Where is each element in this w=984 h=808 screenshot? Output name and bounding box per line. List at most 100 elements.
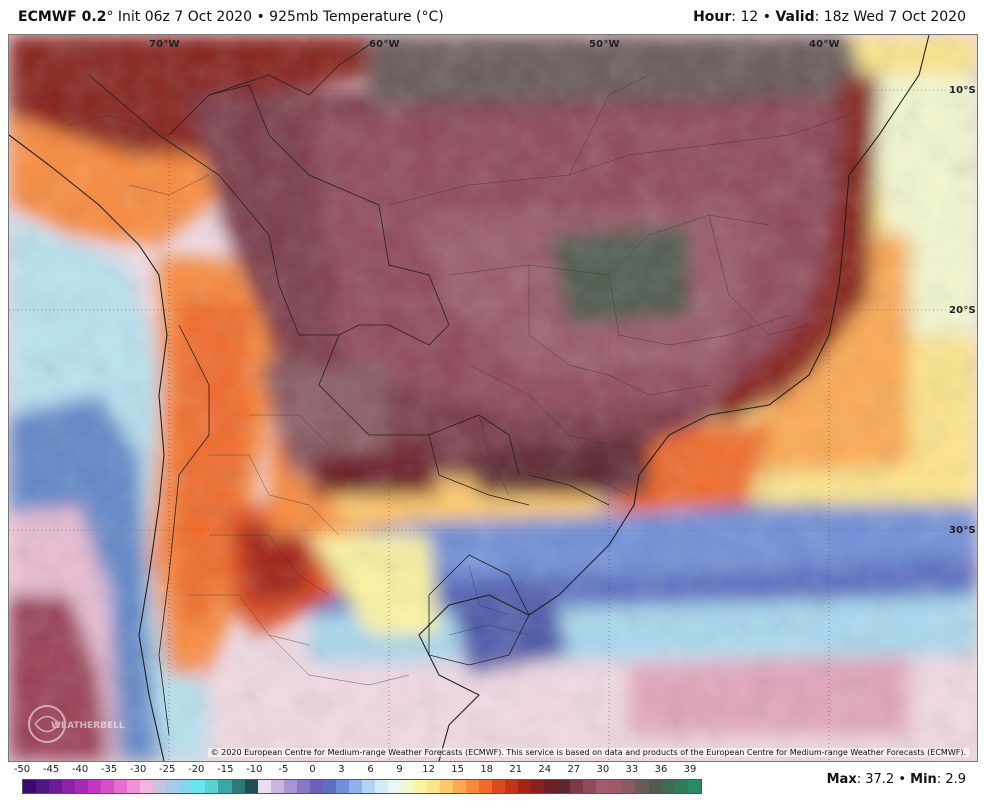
colorbar-tick-label: -10 [246,764,263,775]
colorbar-swatch [374,780,388,793]
lon-label-50w: 50°W [589,39,620,50]
max-min-stats: Max: 37.2 • Min: 2.9 [827,772,966,787]
stats-separator: • [898,772,907,787]
colorbar-swatch [387,780,401,793]
colorbar-swatch [466,780,480,793]
lon-label-70w: 70°W [149,39,180,50]
lon-label-60w: 60°W [369,39,400,50]
colorbar-swatch [609,780,623,793]
temperature-colorbar [22,779,702,794]
colorbar-swatch [114,780,128,793]
colorbar-swatch [518,780,532,793]
colorbar-tick-label: 6 [367,764,374,775]
colorbar-tick-label: 9 [396,764,403,775]
colorbar-swatch [557,780,571,793]
colorbar-tick-label: -25 [159,764,176,775]
colorbar-swatch [335,780,349,793]
colorbar-swatch [23,780,37,793]
colorbar-tick-label: -30 [130,764,147,775]
country-borders [88,44,610,736]
colorbar-swatch [166,780,180,793]
colorbar-tick-label: 0 [309,764,316,775]
valid-label: Valid [775,9,815,25]
colorbar-tick-label: -40 [71,764,89,775]
colorbar-tick-label: -20 [188,764,205,775]
colorbar-swatch [570,780,584,793]
header-title: ECMWF 0.2° Init 06z 7 Oct 2020 • 925mb T… [18,0,444,34]
colorbar-swatch [36,780,50,793]
colorbar-swatch [661,780,675,793]
colorbar-tick-label: 39 [683,764,697,775]
colorbar-swatch [635,780,649,793]
max-label: Max [826,772,857,787]
degree-symbol: ° [106,9,114,25]
product-name: 925mb Temperature (°C) [269,9,444,25]
watermark-text: WEATHERBELL [51,721,125,731]
colorbar-tick-label: -50 [13,764,31,775]
temperature-map: 70°W 60°W 50°W 40°W 10°S 20°S 30°S WEATH… [8,34,978,762]
colorbar-tick-label: 21 [509,764,523,775]
colorbar-tick-label: 30 [596,764,610,775]
colorbar-swatch [75,780,89,793]
colorbar-swatch [531,780,545,793]
init-time: Init 06z 7 Oct 2020 [117,9,252,25]
colorbar-swatch [309,780,323,793]
map-header: ECMWF 0.2° Init 06z 7 Oct 2020 • 925mb T… [0,0,984,34]
colorbar-swatch [400,780,414,793]
field-texture [9,35,977,761]
colorbar-tick-label: -45 [42,764,60,775]
header-separator-2: • [762,9,771,25]
header-valid-time: Hour: 12 • Valid: 18z Wed 7 Oct 2020 [693,0,966,34]
colorbar-swatch [127,780,141,793]
colorbar-swatch [179,780,193,793]
colorbar-swatch [413,780,427,793]
colorbar-swatch [440,780,454,793]
header-separator: • [256,9,265,25]
copyright-notice: © 2020 European Centre for Medium-range … [207,748,969,757]
colorbar-tick-label: 24 [538,764,552,775]
colorbar-tick-label: 18 [480,764,494,775]
colorbar-tick-label: 36 [654,764,668,775]
lat-label-10s: 10°S [949,85,976,96]
colorbar-swatch [296,780,310,793]
colorbar-swatch [218,780,232,793]
colorbar-tick-label: -5 [278,764,289,775]
map-canvas [9,35,977,761]
colorbar-swatch [687,780,701,793]
colorbar-swatch [49,780,63,793]
valid-value: : 18z Wed 7 Oct 2020 [814,9,966,25]
colorbar-swatch [583,780,597,793]
colorbar-swatch [205,780,219,793]
model-name: ECMWF 0.2 [18,9,107,25]
colorbar-swatch [244,780,258,793]
colorbar-tick-label: 15 [451,764,465,775]
colorbar-swatch [453,780,467,793]
hour-label: Hour [693,9,732,25]
colorbar-tick-label: 3 [338,764,345,775]
colorbar-swatch [492,780,506,793]
colorbar-tick-label: 12 [422,764,435,775]
colorbar-swatch [101,780,115,793]
colorbar-swatch [622,780,636,793]
colorbar-swatch [62,780,76,793]
colorbar-swatch [140,780,154,793]
colorbar-swatch [479,780,493,793]
colorbar-swatch [270,780,284,793]
max-value: : 37.2 [856,772,895,787]
colorbar-swatch [426,780,440,793]
colorbar-swatch [648,780,662,793]
weatherbell-logo: WEATHERBELL [28,705,125,743]
lon-label-40w: 40°W [809,39,840,50]
colorbar-tick-label: 27 [567,764,581,775]
colorbar-tick-label: 33 [625,764,639,775]
colorbar-swatch [544,780,558,793]
min-value: : 2.9 [936,772,966,787]
colorbar-swatch [361,780,375,793]
colorbar-tick-label: -35 [100,764,118,775]
colorbar-swatch [322,780,336,793]
colorbar-swatch [88,780,102,793]
colorbar-swatch [348,780,362,793]
lat-label-30s: 30°S [949,525,976,536]
colorbar-swatch [192,780,206,793]
colorbar-swatch [153,780,167,793]
